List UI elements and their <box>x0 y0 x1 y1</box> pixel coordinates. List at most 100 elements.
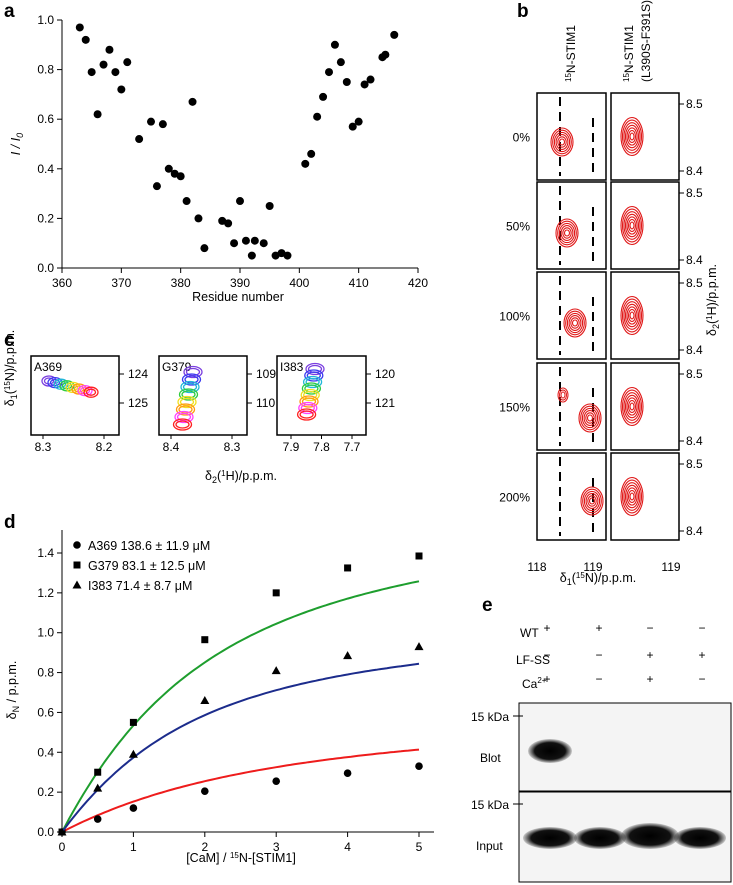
panel-c-peak-contour <box>181 373 202 386</box>
panel-c-peak-contour <box>43 377 55 385</box>
panel-c-ytick-label: 109 <box>256 367 276 381</box>
panel-b-peak-contour-wt <box>563 229 571 237</box>
panel-b-peak-contour-mutant <box>621 208 643 243</box>
panel-a-data-point <box>313 112 322 121</box>
panel-b-row-label: 150% <box>499 401 530 415</box>
panel-a-ytick-label: 0.6 <box>37 112 54 126</box>
panel-c-peak-contour <box>61 382 73 390</box>
panel-b-peak-contour-wt <box>570 317 580 329</box>
panel-c-peak-contour <box>299 395 319 408</box>
panel-b-peak-contour-mutant <box>620 386 644 427</box>
panel-a-data-point <box>301 159 310 168</box>
panel-b-peak-contour-mutant <box>626 397 638 416</box>
blot-condition-sign: − <box>543 648 550 662</box>
panel-a-xtick-label: 410 <box>349 276 369 290</box>
panel-b-row-label: 50% <box>506 220 530 234</box>
panel-c-peak-contour <box>183 365 203 379</box>
panel-d-data-point <box>201 636 209 644</box>
panel-d-xtick-label: 5 <box>416 840 423 854</box>
panel-b-peak-contour-mutant <box>627 218 637 233</box>
panel-d-data-point <box>129 804 138 812</box>
panel-a-data-point <box>182 197 191 206</box>
panel-a-data-point <box>123 58 132 67</box>
panel-a-data-point <box>342 78 351 86</box>
panel-d-fit-curve <box>61 662 420 833</box>
panel-d-ytick-label: 1.0 <box>37 626 54 640</box>
panel-d-data-point <box>343 769 352 778</box>
panel-a-data-point <box>354 117 363 126</box>
panel-a-data-point <box>366 75 375 84</box>
panel-a-data-point <box>152 182 161 191</box>
panel-a-data-point <box>176 172 185 181</box>
blot-band-lane1 <box>528 739 572 763</box>
panel-c-xtick-label: 8.3 <box>35 440 52 454</box>
panel-a-data-point <box>135 135 144 144</box>
panel-b-ytick-label: 8.4 <box>686 343 703 357</box>
panel-d-data-point <box>201 787 209 795</box>
panel-a-data-point <box>348 122 357 131</box>
panel-a-data-point <box>105 45 114 54</box>
panel-b-peak-contour-mutant <box>620 205 644 246</box>
panel-b-peak-contour-mutant <box>624 394 640 419</box>
panel-b-row-label: 200% <box>499 491 530 505</box>
blot-condition-sign: − <box>646 621 653 635</box>
panel-c-xlabel: δ2(1H)/p.p.m. <box>205 469 277 485</box>
panel-b-peak-contour-wt <box>550 127 574 157</box>
panel-d-data-point <box>344 564 352 572</box>
panel-c-xtick-label: 8.2 <box>96 440 113 454</box>
panel-b-xtick-119a: 119 <box>583 560 602 574</box>
input-band-lane1 <box>523 827 577 849</box>
panel-c-peak-contour <box>49 378 61 387</box>
panel-a-ylabel: I / I0 <box>9 133 25 155</box>
panel-e-western-blot: WT LF-SS Ca2+ + + − − − − + + + − + − 15 kDa 15 kDa… <box>471 621 732 883</box>
panel-label-d: d <box>4 512 16 533</box>
panel-d-data-point <box>129 718 137 726</box>
panel-a-data-point <box>200 244 209 253</box>
panel-d-ytick-label: 1.2 <box>37 586 54 600</box>
panel-b-peak-contour-wt <box>585 493 599 509</box>
panel-c-ytick-label: 125 <box>128 396 148 410</box>
panel-b-ylabel: δ2(1H)/p.p.m. <box>705 264 721 336</box>
panel-b-peak-contour-wt <box>558 222 576 244</box>
panel-b-peak-contour-mutant <box>624 213 640 238</box>
panel-b-col2-subtitle: (L390S-F391S) <box>639 0 653 82</box>
panel-c-peak-contour <box>304 369 324 382</box>
panel-c-peak-contour <box>172 418 193 431</box>
panel-b-peak-contour-minor <box>559 389 567 401</box>
panel-b-peak-contour-mutant <box>627 308 637 323</box>
panel-d-ytick-label: 0.4 <box>37 745 54 759</box>
blot-condition-sign: + <box>543 672 550 686</box>
panel-b-peak-contour-mutant <box>626 487 638 506</box>
panel-a-data-point <box>111 68 120 77</box>
panel-a-data-point <box>283 251 292 260</box>
panel-d-ylabel: δN / p.p.m. <box>5 661 21 720</box>
panel-b-peak-contour-mutant <box>629 402 635 411</box>
panel-a-data-point <box>164 164 173 173</box>
panel-a-data-point <box>87 68 96 77</box>
panel-c-peak-contour <box>298 401 318 415</box>
panel-b-peak-contour-wt <box>583 410 597 426</box>
panel-a-data-point <box>236 197 244 206</box>
blot-marker-bottom: 15 kDa <box>471 798 509 812</box>
panel-b-peak-contour-mutant <box>621 479 643 514</box>
panel-d-binding-curves: [CaM] / 15N-[STIM1] δN / p.p.m. 0 1 2 3 4 5 0.… <box>5 530 434 865</box>
blot-row-label-ca: Ca2+ <box>522 676 547 691</box>
panel-label-a: a <box>4 1 15 22</box>
panel-d-data-point <box>94 768 102 776</box>
panel-d-xtick-label: 4 <box>344 840 351 854</box>
input-band-lane2 <box>574 827 626 849</box>
panel-b-row-label: 0% <box>513 131 531 145</box>
panel-a-scatter: Residue number I / I0 360 370 380 390 400 410… <box>9 13 428 304</box>
panel-b-peak-contour-wt <box>587 495 597 507</box>
panel-c-ytick-label: 110 <box>256 396 275 410</box>
panel-a-data-point <box>390 30 399 39</box>
panel-d-legend-marker <box>72 580 82 589</box>
input-band-lane3 <box>621 823 679 849</box>
panel-c-peak-contour <box>301 382 322 395</box>
panel-d-data-point <box>343 651 353 660</box>
panel-c-peak-contour <box>178 388 199 401</box>
panel-b-peak-contour-wt <box>563 308 587 338</box>
panel-b-peak-contour-wt <box>560 225 574 241</box>
panel-a-data-point <box>188 97 197 106</box>
panel-b-peak-contour-mutant <box>627 399 637 414</box>
